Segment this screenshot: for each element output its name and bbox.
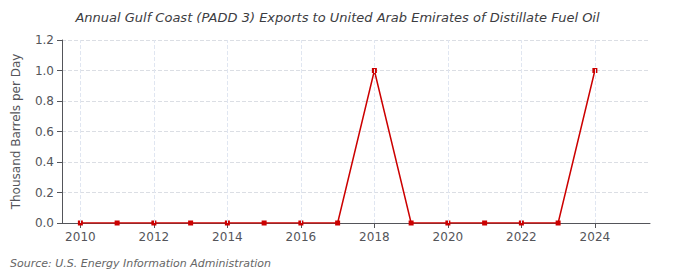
- svg-text:2014: 2014: [212, 230, 243, 244]
- svg-text:Source: U.S. Energy Informatio: Source: U.S. Energy Information Administ…: [10, 257, 271, 270]
- svg-text:0.0: 0.0: [35, 216, 54, 230]
- svg-text:2024: 2024: [580, 230, 611, 244]
- svg-text:2022: 2022: [506, 230, 537, 244]
- svg-text:2018: 2018: [359, 230, 390, 244]
- svg-text:Thousand Barrels per Day: Thousand Barrels per Day: [9, 54, 23, 211]
- svg-text:Annual Gulf Coast (PADD 3) Exp: Annual Gulf Coast (PADD 3) Exports to Un…: [74, 10, 600, 25]
- svg-text:0.4: 0.4: [35, 155, 54, 169]
- svg-text:2016: 2016: [286, 230, 317, 244]
- svg-text:0.8: 0.8: [35, 94, 54, 108]
- svg-text:0.6: 0.6: [35, 125, 54, 139]
- svg-text:2010: 2010: [65, 230, 96, 244]
- svg-text:0.2: 0.2: [35, 186, 54, 200]
- svg-text:1.2: 1.2: [35, 33, 54, 47]
- svg-text:2020: 2020: [433, 230, 464, 244]
- svg-text:2012: 2012: [139, 230, 170, 244]
- svg-text:1.0: 1.0: [35, 64, 54, 78]
